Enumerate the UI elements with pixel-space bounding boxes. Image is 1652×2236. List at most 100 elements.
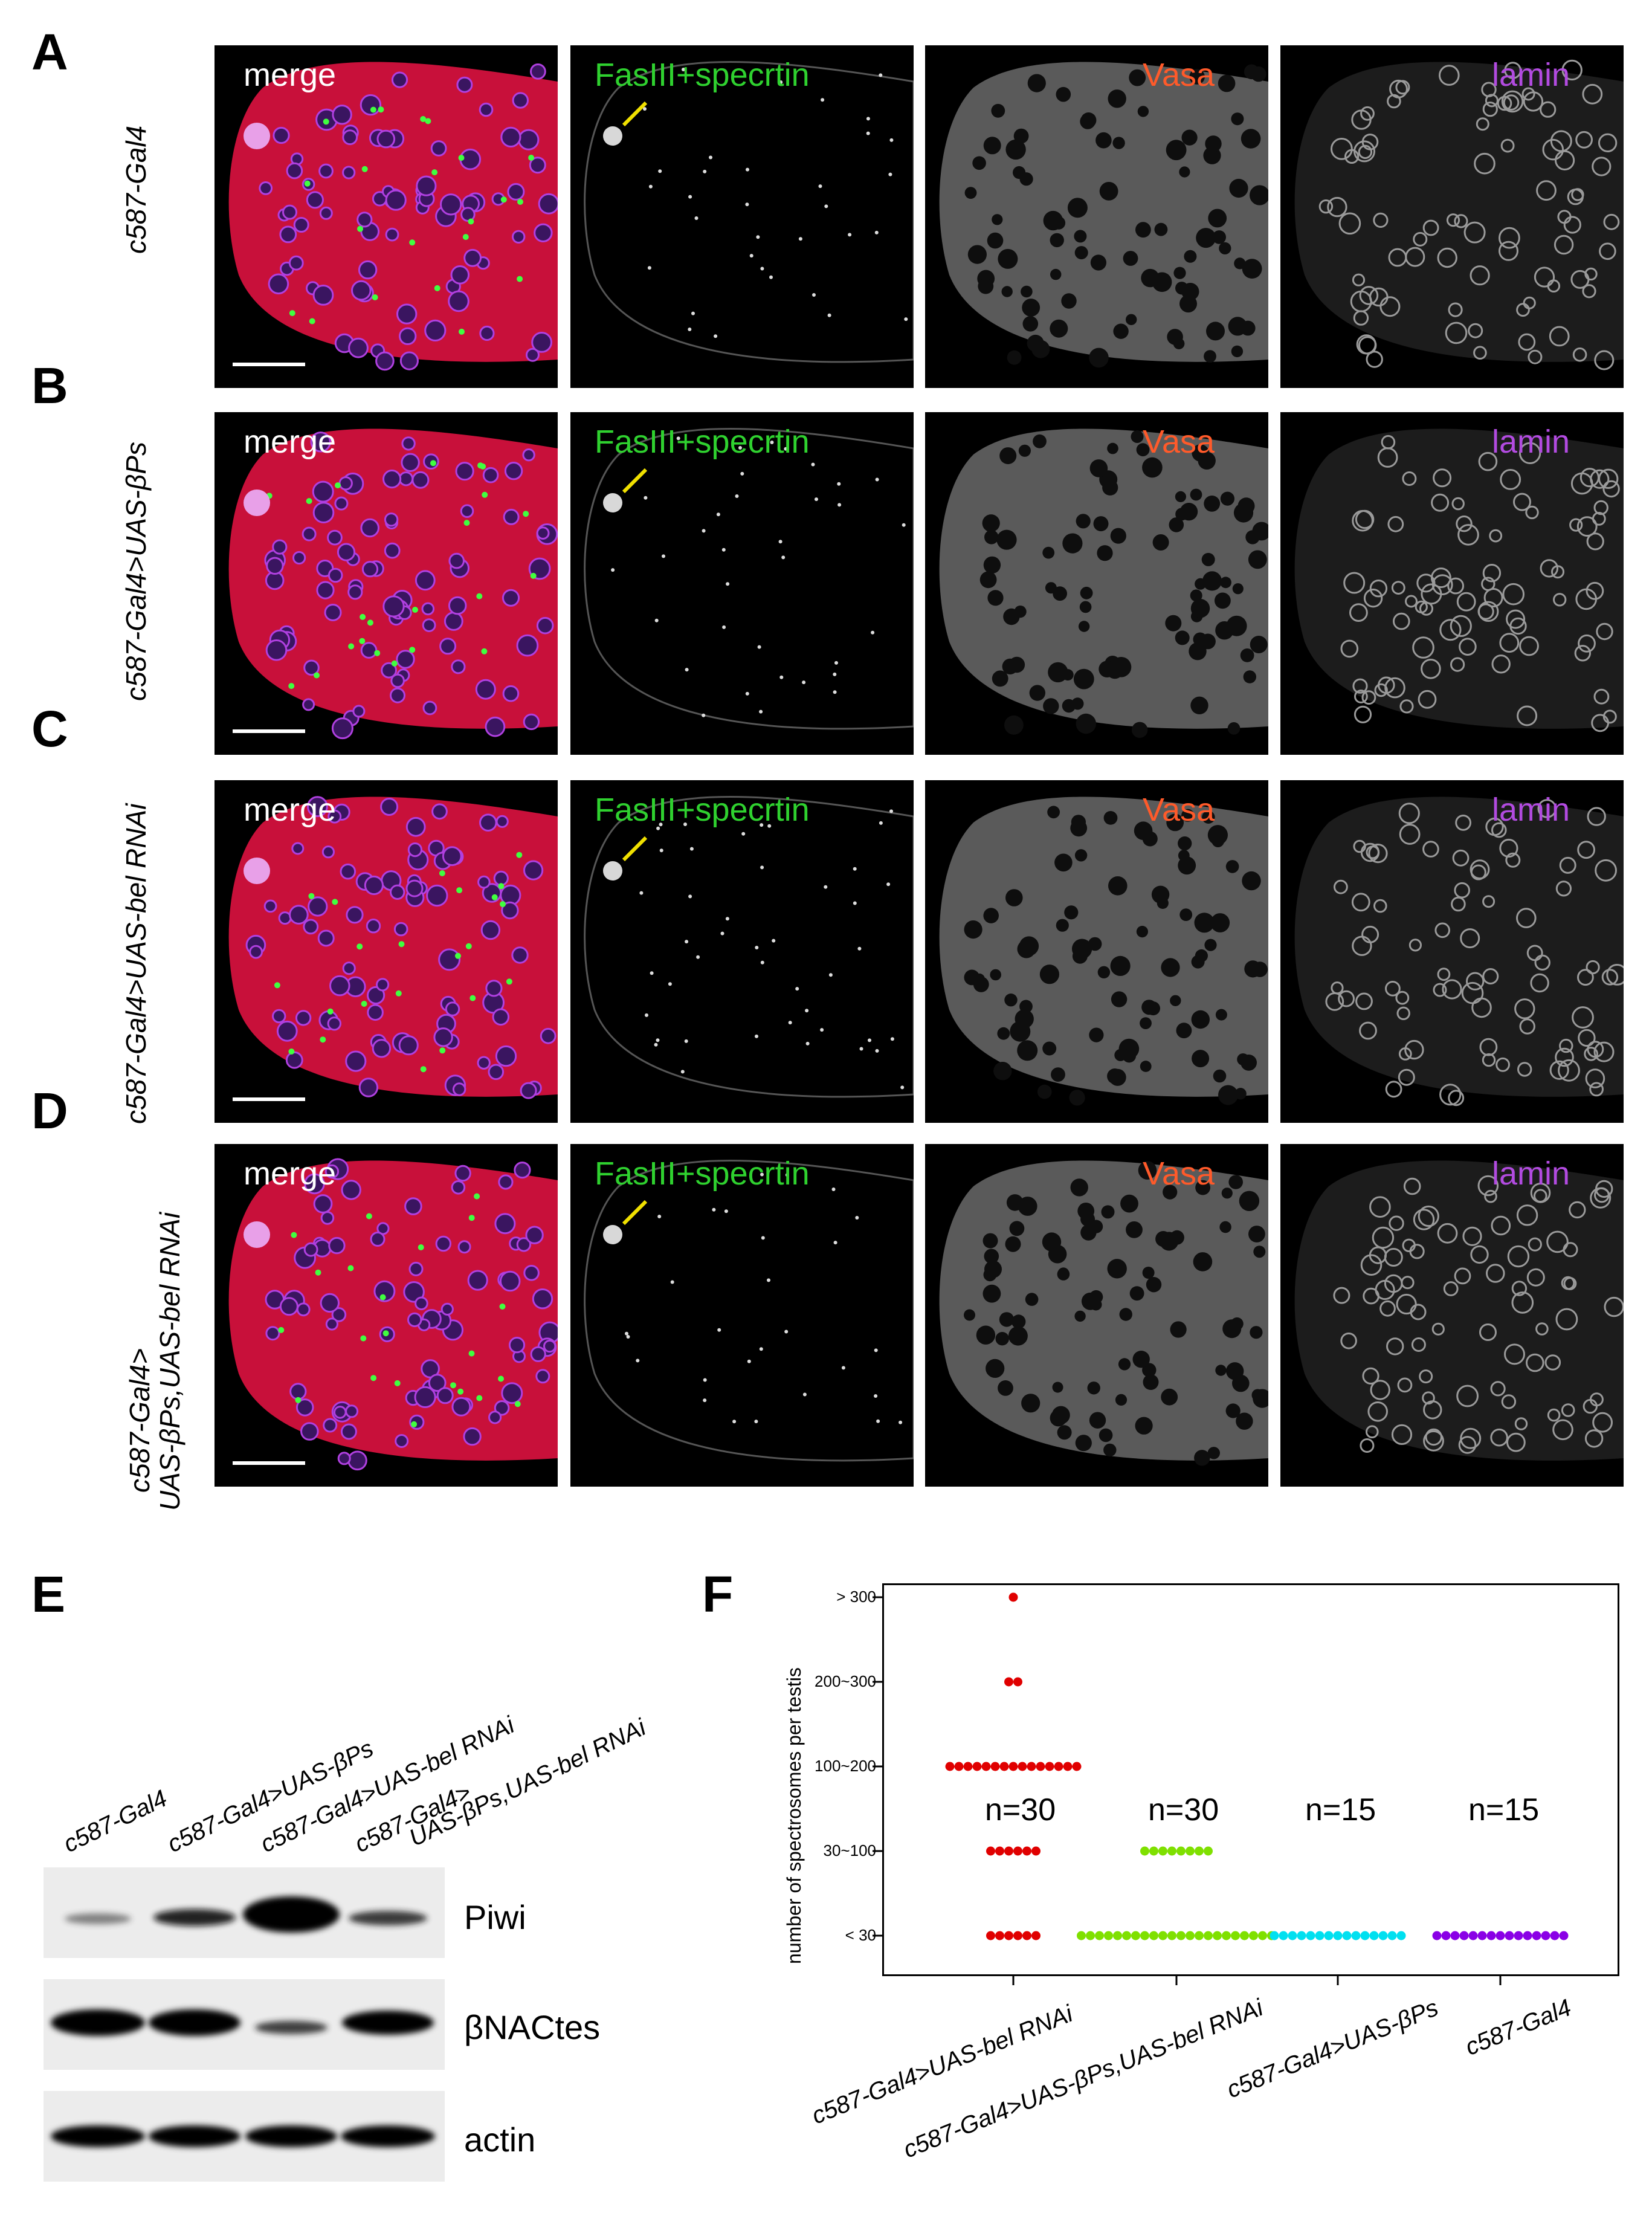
- cell-nucleus: [396, 303, 418, 325]
- panel-title-lamin: lamin: [1492, 57, 1570, 93]
- cell-nucleus: [1074, 1310, 1086, 1322]
- cell-nucleus: [393, 922, 408, 937]
- cell-nucleus: [337, 543, 356, 561]
- data-point: [1270, 1931, 1279, 1940]
- cell-nucleus: [295, 1010, 312, 1026]
- bnactes-band-3: [255, 2021, 327, 2034]
- cell-nucleus: [645, 1013, 648, 1017]
- cell-nucleus: [329, 975, 350, 997]
- cell-nucleus: [1242, 871, 1261, 891]
- cell-nucleus: [1154, 222, 1168, 236]
- cell-nucleus: [263, 899, 277, 913]
- cell-nucleus: [1227, 722, 1241, 735]
- panel-title-merge: merge: [244, 792, 337, 828]
- spectrosome-dot: [370, 106, 376, 113]
- cell-nucleus: [805, 1009, 809, 1013]
- cell-nucleus: [480, 920, 501, 940]
- cell-nucleus: [1482, 102, 1498, 117]
- spectrosome-dot: [498, 883, 505, 890]
- bnactes-band-4: [342, 2011, 434, 2035]
- cell-nucleus: [1354, 705, 1372, 723]
- spectrosome-dot: [288, 1049, 295, 1055]
- cell-nucleus: [1569, 518, 1583, 532]
- actin-bands: [51, 2125, 435, 2147]
- cell-nucleus: [1489, 529, 1503, 543]
- cell-nucleus: [1002, 658, 1018, 674]
- cell-nucleus: [1349, 603, 1368, 622]
- data-point: [1004, 1677, 1013, 1687]
- cell-nucleus: [439, 638, 457, 655]
- cell-nucleus: [1226, 1362, 1244, 1380]
- cell-nucleus: [1018, 1197, 1037, 1216]
- cell-nucleus: [340, 863, 357, 880]
- cell-nucleus: [1516, 908, 1537, 928]
- cell-nucleus: [756, 235, 760, 239]
- cell-nucleus: [1555, 881, 1572, 897]
- cell-nucleus: [307, 796, 328, 818]
- cell-nucleus: [1458, 1436, 1477, 1454]
- spectrosome-dot: [420, 116, 427, 122]
- cell-nucleus: [360, 518, 380, 538]
- cell-nucleus: [1595, 859, 1617, 882]
- data-point: [981, 1762, 991, 1771]
- cell-nucleus: [1385, 1081, 1402, 1098]
- cell-nucleus: [1519, 1018, 1535, 1035]
- spectrosome-dot: [289, 310, 295, 317]
- cell-nucleus: [1416, 574, 1436, 593]
- cell-nucleus: [303, 1242, 318, 1257]
- cell-nucleus: [347, 584, 363, 600]
- cell-nucleus: [508, 1337, 526, 1354]
- scale-bar: [233, 1461, 305, 1465]
- cell-nucleus: [1391, 1424, 1413, 1445]
- data-point: [1167, 1846, 1176, 1856]
- cell-nucleus: [1528, 1237, 1542, 1252]
- cell-nucleus: [334, 496, 349, 511]
- cell-nucleus: [735, 494, 739, 498]
- cell-nucleus: [1073, 668, 1094, 690]
- cell-nucleus: [1439, 1084, 1462, 1106]
- spectrosome-dot: [315, 1269, 321, 1276]
- actin-band-1: [51, 2125, 145, 2147]
- tissue-region: [1294, 796, 1624, 1097]
- cell-nucleus: [1561, 59, 1583, 81]
- cell-nucleus: [1602, 480, 1620, 498]
- spectrosome-dot: [379, 1294, 386, 1301]
- cell-nucleus: [874, 230, 879, 234]
- cell-nucleus: [398, 471, 414, 486]
- cell-nucleus: [1231, 345, 1244, 358]
- cell-nucleus: [1080, 1224, 1097, 1241]
- cell-nucleus: [820, 1028, 824, 1032]
- cell-nucleus: [1540, 101, 1557, 118]
- cell-nucleus: [1048, 662, 1068, 683]
- cell-nucleus: [1022, 299, 1041, 317]
- cell-nucleus: [1031, 340, 1050, 358]
- image-a-vasa: Vasa: [925, 45, 1268, 388]
- cell-nucleus: [1360, 1438, 1375, 1453]
- cell-nucleus: [503, 508, 520, 525]
- data-point: [1018, 1762, 1027, 1771]
- cell-nucleus: [999, 1312, 1015, 1327]
- cell-nucleus: [502, 685, 520, 702]
- cell-nucleus: [1089, 459, 1108, 477]
- cell-nucleus: [871, 630, 875, 635]
- n-label: n=30: [985, 1792, 1056, 1827]
- cell-nucleus: [1161, 958, 1180, 977]
- cell-nucleus: [416, 175, 437, 196]
- cell-nucleus: [725, 917, 729, 921]
- cell-nucleus: [688, 328, 692, 331]
- cell-nucleus: [769, 275, 773, 279]
- spectrosome-dot: [357, 225, 363, 232]
- cell-nucleus: [788, 1021, 792, 1025]
- cell-nucleus: [1594, 1187, 1610, 1203]
- cell-nucleus: [1570, 472, 1593, 495]
- y-axis-label: number of spectrosomes per testis: [783, 1667, 805, 1964]
- cell-nucleus: [1534, 267, 1555, 288]
- image-d-lamin: lamin: [1280, 1144, 1624, 1487]
- cell-nucleus: [1482, 968, 1499, 984]
- cell-nucleus: [979, 571, 997, 589]
- cell-nucleus: [1470, 265, 1490, 286]
- data-point: [1095, 1931, 1104, 1940]
- cell-nucleus: [1462, 1226, 1482, 1246]
- cell-nucleus: [1070, 1178, 1088, 1197]
- cell-nucleus: [1212, 835, 1224, 847]
